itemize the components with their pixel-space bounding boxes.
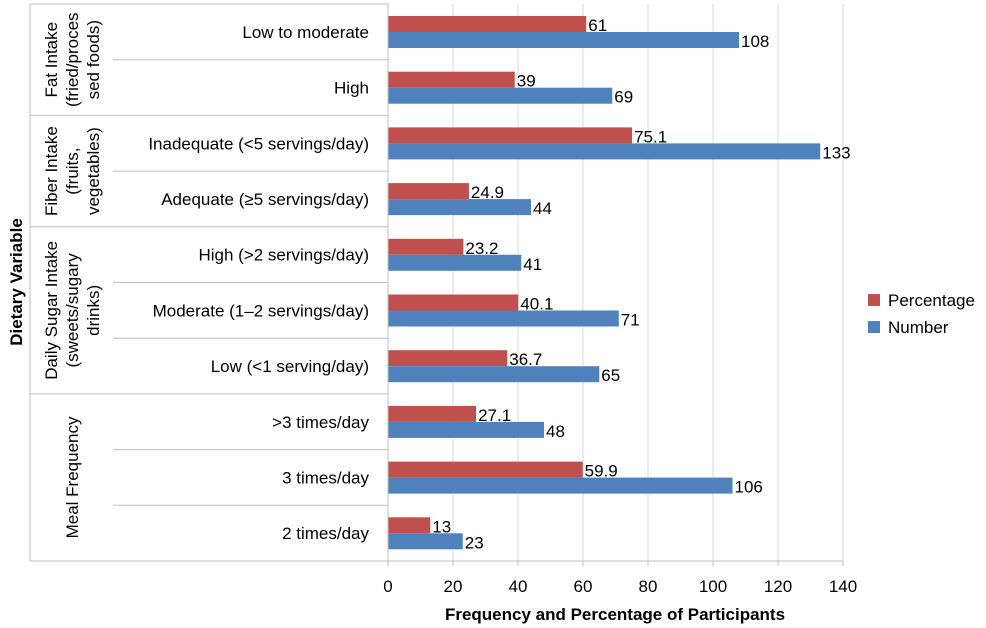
category-label-4: High (>2 servings/day) (198, 246, 369, 265)
data-label-percentage-4: 23.2 (465, 239, 498, 258)
x-tick-label-1: 20 (444, 577, 463, 596)
data-label-number-3: 44 (533, 199, 552, 218)
data-label-percentage-5: 40.1 (520, 295, 553, 314)
x-axis-title: Frequency and Percentage of Participants (445, 605, 785, 624)
group-label-line: Meal Frequency (63, 416, 82, 538)
data-label-percentage-7: 27.1 (478, 406, 511, 425)
group-label-line: Fiber Intake (42, 126, 61, 216)
data-label-percentage-2: 75.1 (634, 127, 667, 146)
x-tick-label-7: 140 (829, 577, 857, 596)
x-tick-label-0: 0 (383, 577, 392, 596)
data-label-number-4: 41 (523, 255, 542, 274)
group-label-line: (fruits, (63, 147, 82, 194)
data-label-percentage-1: 39 (517, 72, 536, 91)
bar-percentage-1 (388, 71, 515, 88)
group-label-line: vegetables) (84, 127, 103, 215)
bar-percentage-9 (388, 517, 431, 534)
group-label-1: Fiber Intake (fruits, vegetables) (42, 126, 103, 216)
group-label-line: (fried/proces (63, 12, 82, 106)
x-tick-label-2: 40 (509, 577, 528, 596)
legend-swatch-number (868, 321, 880, 333)
bar-number-2 (388, 143, 821, 160)
data-label-number-5: 71 (621, 311, 640, 330)
bar-percentage-3 (388, 183, 469, 200)
data-label-number-0: 108 (741, 32, 769, 51)
data-label-percentage-6: 36.7 (509, 350, 542, 369)
group-label-2: Daily Sugar Intake (sweets/sugary drinks) (42, 241, 103, 380)
data-label-percentage-8: 59.9 (585, 462, 618, 481)
group-label-line: Fat Intake (42, 22, 61, 98)
group-label-line: (sweets/sugary (63, 253, 82, 368)
group-label-0: Fat Intake (fried/proces sed foods) (42, 12, 103, 106)
category-label-2: Inadequate (<5 servings/day) (148, 134, 369, 153)
category-label-3: Adequate (≥5 servings/day) (161, 190, 369, 209)
category-label-5: Moderate (1–2 servings/day) (153, 301, 369, 320)
bar-number-5 (388, 310, 619, 327)
data-label-percentage-0: 61 (588, 16, 607, 35)
bar-number-3 (388, 199, 531, 216)
bar-number-7 (388, 421, 544, 438)
bar-number-8 (388, 477, 733, 494)
bar-percentage-5 (388, 294, 519, 311)
category-label-1: High (334, 79, 369, 98)
bar-number-6 (388, 366, 600, 383)
category-label-6: Low (<1 serving/day) (211, 357, 369, 376)
category-label-7: >3 times/day (272, 413, 369, 432)
data-label-percentage-9: 13 (432, 517, 451, 536)
data-label-number-8: 106 (735, 478, 763, 497)
legend-label-percentage: Percentage (888, 291, 975, 310)
category-label-0: Low to moderate (242, 23, 369, 42)
group-label-line: Daily Sugar Intake (42, 241, 61, 380)
x-tick-label-3: 60 (574, 577, 593, 596)
bar-percentage-0 (388, 16, 587, 32)
group-label-line: drinks) (84, 285, 103, 336)
category-label-8: 3 times/day (282, 468, 369, 487)
bar-number-9 (388, 533, 463, 550)
legend-swatch-percentage (868, 294, 880, 306)
bar-number-1 (388, 87, 613, 104)
x-tick-label-5: 100 (699, 577, 727, 596)
bar-percentage-4 (388, 238, 464, 255)
data-label-number-9: 23 (465, 533, 484, 552)
bar-percentage-6 (388, 350, 508, 367)
bar-number-0 (388, 32, 739, 48)
group-label-line: sed foods) (84, 20, 103, 99)
bar-percentage-2 (388, 127, 633, 144)
legend-label-number: Number (888, 318, 949, 337)
x-tick-label-4: 80 (639, 577, 658, 596)
bar-number-4 (388, 254, 522, 271)
group-label-3: Meal Frequency (63, 416, 82, 538)
x-tick-label-6: 120 (764, 577, 792, 596)
bar-percentage-7 (388, 405, 477, 422)
y-axis-title: Dietary Variable (7, 218, 26, 346)
bar-percentage-8 (388, 461, 583, 478)
data-label-number-2: 133 (822, 143, 850, 162)
data-label-number-1: 69 (614, 88, 633, 107)
data-label-percentage-3: 24.9 (471, 183, 504, 202)
category-label-9: 2 times/day (282, 524, 369, 543)
data-label-number-7: 48 (546, 422, 565, 441)
data-label-number-6: 65 (601, 366, 620, 385)
